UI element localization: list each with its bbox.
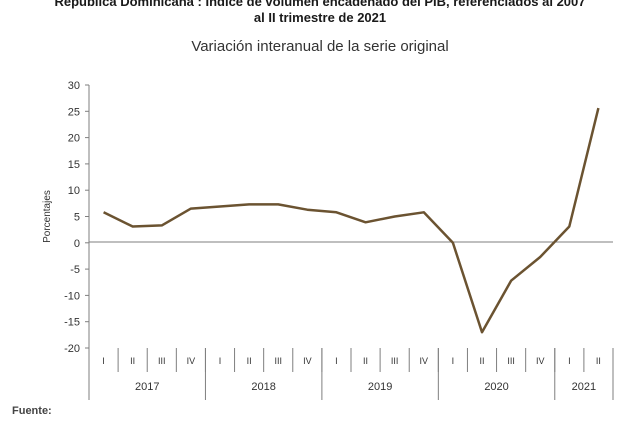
y-tick-label: -20 <box>64 343 80 355</box>
x-tick-label-quarter: II <box>130 356 135 366</box>
x-tick-label-quarter: IV <box>420 356 429 366</box>
x-tick-label-quarter: II <box>363 356 368 366</box>
y-tick-label: 20 <box>68 133 80 145</box>
x-tick-label-year: 2019 <box>368 381 392 393</box>
x-tick-label-year: 2017 <box>135 381 159 393</box>
x-tick-label-year: 2021 <box>572 381 596 393</box>
y-axis-title: Porcentajes <box>42 190 53 243</box>
x-tick-label-quarter: IV <box>536 356 545 366</box>
x-tick-label-quarter: I <box>335 356 338 366</box>
y-tick-label: 15 <box>68 159 80 171</box>
x-tick-label-quarter: II <box>479 356 484 366</box>
x-tick-label-quarter: II <box>596 356 601 366</box>
x-tick-label-quarter: III <box>391 356 399 366</box>
x-tick-label-quarter: II <box>247 356 252 366</box>
x-tick-label-quarter: III <box>158 356 166 366</box>
x-tick-label-quarter: III <box>507 356 515 366</box>
y-tick-label: 25 <box>68 106 80 118</box>
y-tick-label: 30 <box>68 80 80 92</box>
y-tick-label: -15 <box>64 317 80 329</box>
chart-subtitle: Variación interanual de la serie origina… <box>191 38 449 55</box>
y-tick-label: 10 <box>68 185 80 197</box>
x-tick-label-quarter: I <box>219 356 222 366</box>
y-axis: 30 25 20 15 10 5 0 -5 -10 -15 -20 <box>64 80 90 355</box>
y-tick-label: 5 <box>74 212 80 224</box>
y-tick-label: -10 <box>64 290 80 302</box>
x-tick-label-quarter: IV <box>187 356 196 366</box>
series-line <box>103 107 600 334</box>
x-tick-label-quarter: I <box>568 356 571 366</box>
y-tick-label: -5 <box>70 264 80 276</box>
x-tick-label-quarter: I <box>452 356 455 366</box>
chart-title-line-2: al II trimestre de 2021 <box>253 10 387 25</box>
series-layer <box>103 107 600 334</box>
x-tick-label-quarter: IV <box>303 356 312 366</box>
x-tick-label-year: 2020 <box>484 381 508 393</box>
y-tick-label: 0 <box>74 238 80 250</box>
chart-title-line-1: República Dominicana : Índice de volumen… <box>54 0 586 9</box>
x-tick-label-quarter: I <box>102 356 105 366</box>
source-label: Fuente: <box>12 405 52 417</box>
x-tick-label-quarter: III <box>274 356 282 366</box>
x-tick-label-year: 2018 <box>251 381 275 393</box>
